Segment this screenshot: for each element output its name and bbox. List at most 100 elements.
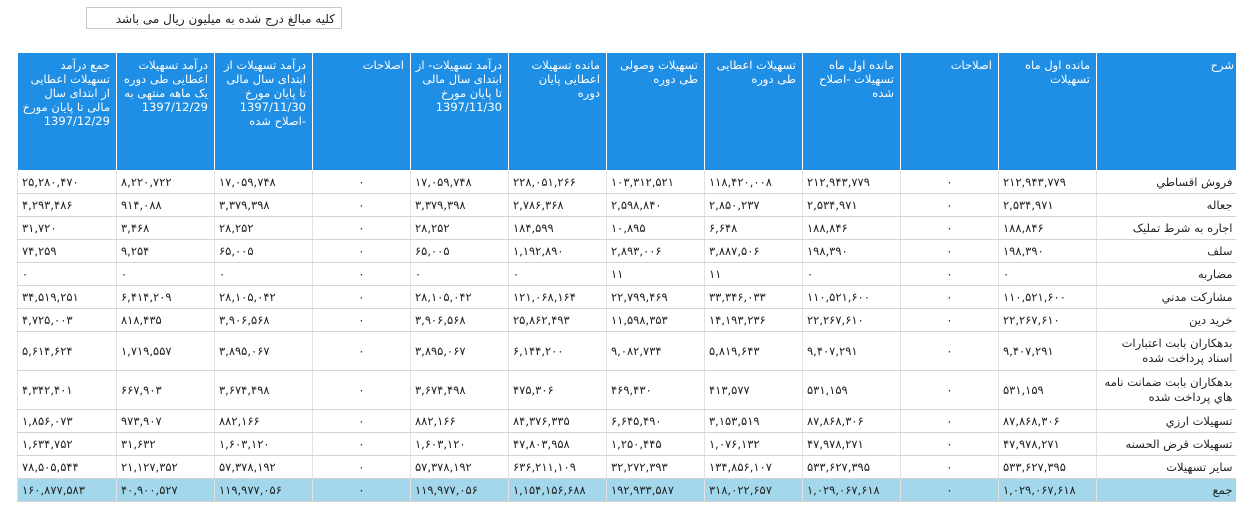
cell-description: خريد دين	[1096, 308, 1236, 332]
col-header-opening-balance: مانده اول ماه تسهیلات	[998, 52, 1097, 171]
cell-granted: ۲,۸۵۰,۲۳۷	[704, 193, 803, 217]
cell-adjusted-income-to-date: ۵۷,۳۷۸,۱۹۲	[214, 455, 313, 479]
cell-income-to-date: ۸۸۲,۱۶۶	[410, 409, 509, 433]
cell-adjusted-income-to-date: ۶۵,۰۰۵	[214, 239, 313, 263]
cell-income-to-date: ۱۱۹,۹۷۷,۰۵۶	[410, 478, 509, 502]
cell-granted: ۱۱	[704, 262, 803, 286]
table-row: تسهيلات قرض الحسنه ۴۷,۹۷۸,۲۷۱ ۰ ۴۷,۹۷۸,۲۷۱ ۱…	[17, 432, 1236, 456]
cell-opening-balance: ۵۳۱,۱۵۹	[998, 370, 1097, 410]
cell-adjustments: ۰	[900, 308, 999, 332]
cell-income-adjustments: ۰	[312, 478, 411, 502]
cell-total-income: ۱۶۰,۸۷۷,۵۸۳	[17, 478, 117, 502]
cell-income-to-date: ۲۸,۱۰۵,۰۴۲	[410, 285, 509, 309]
cell-description: تسهيلات قرض الحسنه	[1096, 432, 1236, 456]
cell-granted: ۶,۶۴۸	[704, 216, 803, 240]
cell-closing-balance: ۰	[508, 262, 607, 286]
cell-collected: ۱۰,۸۹۵	[606, 216, 705, 240]
cell-income-adjustments: ۰	[312, 331, 411, 371]
cell-adjustments: ۰	[900, 170, 999, 194]
cell-adjusted-opening-balance: ۴۷,۹۷۸,۲۷۱	[802, 432, 901, 456]
cell-closing-balance: ۱,۱۹۲,۸۹۰	[508, 239, 607, 263]
cell-opening-balance: ۲,۵۳۴,۹۷۱	[998, 193, 1097, 217]
cell-adjusted-income-to-date: ۱۱۹,۹۷۷,۰۵۶	[214, 478, 313, 502]
cell-income-adjustments: ۰	[312, 370, 411, 410]
cell-granted: ۵,۸۱۹,۶۴۳	[704, 331, 803, 371]
cell-opening-balance: ۵۳۳,۶۲۷,۳۹۵	[998, 455, 1097, 479]
cell-monthly-income: ۱,۷۱۹,۵۵۷	[116, 331, 215, 371]
cell-total-income: ۳۴,۵۱۹,۲۵۱	[17, 285, 117, 309]
table-row: بدهکاران بابت اعتبارات اسناد پرداخت شده ۹…	[17, 331, 1236, 371]
col-header-monthly-income: درآمد تسهیلات اعطایی طی دوره یک ماهه منت…	[116, 52, 215, 171]
col-header-description: شرح	[1096, 52, 1236, 171]
cell-monthly-income: ۹۱۴,۰۸۸	[116, 193, 215, 217]
cell-income-to-date: ۲۸,۲۵۲	[410, 216, 509, 240]
cell-monthly-income: ۳۱,۶۳۲	[116, 432, 215, 456]
cell-income-to-date: ۶۵,۰۰۵	[410, 239, 509, 263]
cell-collected: ۲۲,۷۹۹,۴۶۹	[606, 285, 705, 309]
cell-closing-balance: ۲۲۸,۰۵۱,۲۶۶	[508, 170, 607, 194]
cell-adjustments: ۰	[900, 455, 999, 479]
cell-opening-balance: ۲۲,۲۶۷,۶۱۰	[998, 308, 1097, 332]
cell-granted: ۳۳,۳۴۶,۰۳۳	[704, 285, 803, 309]
table-row: اجاره به شرط تمليک ۱۸۸,۸۴۶ ۰ ۱۸۸,۸۴۶ ۶,۶۴۸ ۱۰…	[17, 216, 1236, 240]
cell-closing-balance: ۲۵,۸۶۲,۴۹۳	[508, 308, 607, 332]
cell-adjusted-opening-balance: ۹,۴۰۷,۲۹۱	[802, 331, 901, 371]
cell-total-income: ۷۸,۵۰۵,۵۴۴	[17, 455, 117, 479]
cell-adjusted-opening-balance: ۱,۰۲۹,۰۶۷,۶۱۸	[802, 478, 901, 502]
cell-description: سلف	[1096, 239, 1236, 263]
cell-adjusted-income-to-date: ۲۸,۲۵۲	[214, 216, 313, 240]
cell-closing-balance: ۱۸۴,۵۹۹	[508, 216, 607, 240]
facilities-table: شرح مانده اول ماه تسهیلات اصلاحات مانده …	[17, 52, 1236, 502]
cell-adjusted-opening-balance: ۸۷,۸۶۸,۳۰۶	[802, 409, 901, 433]
cell-adjustments: ۰	[900, 239, 999, 263]
cell-adjusted-income-to-date: ۰	[214, 262, 313, 286]
cell-opening-balance: ۲۱۲,۹۴۳,۷۷۹	[998, 170, 1097, 194]
cell-adjusted-opening-balance: ۲۲,۲۶۷,۶۱۰	[802, 308, 901, 332]
cell-total-income: ۴,۷۲۵,۰۰۳	[17, 308, 117, 332]
cell-total-income: ۱,۸۵۶,۰۷۳	[17, 409, 117, 433]
cell-opening-balance: ۱۹۸,۳۹۰	[998, 239, 1097, 263]
cell-adjusted-opening-balance: ۱۸۸,۸۴۶	[802, 216, 901, 240]
table-row: خريد دين ۲۲,۲۶۷,۶۱۰ ۰ ۲۲,۲۶۷,۶۱۰ ۱۴,۱۹۳,۲۳۶ ۱…	[17, 308, 1236, 332]
cell-granted: ۳,۱۵۳,۵۱۹	[704, 409, 803, 433]
units-note: کلیه مبالغ درج شده به میلیون ریال می باش…	[86, 7, 342, 29]
cell-adjusted-income-to-date: ۳,۳۷۹,۳۹۸	[214, 193, 313, 217]
total-row: جمع ۱,۰۲۹,۰۶۷,۶۱۸ ۰ ۱,۰۲۹,۰۶۷,۶۱۸ ۳۱۸,۰۲۲,۶۵…	[17, 478, 1236, 502]
cell-adjustments: ۰	[900, 285, 999, 309]
cell-closing-balance: ۴۷,۸۰۳,۹۵۸	[508, 432, 607, 456]
cell-adjustments: ۰	[900, 370, 999, 410]
cell-description: مضاربه	[1096, 262, 1236, 286]
cell-income-adjustments: ۰	[312, 432, 411, 456]
col-header-collected-facilities: تسهیلات وصولی طی دوره	[606, 52, 705, 171]
cell-granted: ۱۱۸,۴۲۰,۰۰۸	[704, 170, 803, 194]
cell-income-adjustments: ۰	[312, 193, 411, 217]
cell-closing-balance: ۶۳۶,۲۱۱,۱۰۹	[508, 455, 607, 479]
table-row: مشارکت مدني ۱۱۰,۵۲۱,۶۰۰ ۰ ۱۱۰,۵۲۱,۶۰۰ ۳۳,۳۴۶…	[17, 285, 1236, 309]
cell-opening-balance: ۰	[998, 262, 1097, 286]
cell-income-to-date: ۳,۹۰۶,۵۶۸	[410, 308, 509, 332]
cell-opening-balance: ۱۸۸,۸۴۶	[998, 216, 1097, 240]
col-header-total-income: جمع درآمد تسهیلات اعطایی از ابتدای سال م…	[17, 52, 117, 171]
cell-adjustments: ۰	[900, 331, 999, 371]
cell-description: فروش اقساطي	[1096, 170, 1236, 194]
cell-granted: ۱۴,۱۹۳,۲۳۶	[704, 308, 803, 332]
cell-collected: ۱۹۲,۹۳۳,۵۸۷	[606, 478, 705, 502]
table-row: بدهکاران بابت ضمانت نامه هاي پرداخت شده ۵…	[17, 370, 1236, 410]
header-row: شرح مانده اول ماه تسهیلات اصلاحات مانده …	[17, 52, 1236, 171]
cell-adjusted-income-to-date: ۱۷,۰۵۹,۷۴۸	[214, 170, 313, 194]
cell-income-to-date: ۳,۸۹۵,۰۶۷	[410, 331, 509, 371]
table-row: ساير تسهيلات ۵۳۳,۶۲۷,۳۹۵ ۰ ۵۳۳,۶۲۷,۳۹۵ ۱۳۴,۸…	[17, 455, 1236, 479]
cell-adjustments: ۰	[900, 478, 999, 502]
col-header-granted-facilities: تسهیلات اعطایی طی دوره	[704, 52, 803, 171]
cell-monthly-income: ۲۱,۱۲۷,۳۵۲	[116, 455, 215, 479]
cell-closing-balance: ۱,۱۵۴,۱۵۶,۶۸۸	[508, 478, 607, 502]
cell-monthly-income: ۳,۴۶۸	[116, 216, 215, 240]
cell-income-to-date: ۱,۶۰۳,۱۲۰	[410, 432, 509, 456]
col-header-closing-balance: مانده تسهیلات اعطایی پایان دوره	[508, 52, 607, 171]
cell-adjustments: ۰	[900, 432, 999, 456]
cell-adjusted-opening-balance: ۱۹۸,۳۹۰	[802, 239, 901, 263]
cell-income-to-date: ۵۷,۳۷۸,۱۹۲	[410, 455, 509, 479]
cell-total-income: ۴,۳۴۲,۴۰۱	[17, 370, 117, 410]
cell-granted: ۳,۸۸۷,۵۰۶	[704, 239, 803, 263]
cell-collected: ۴۶۹,۴۳۰	[606, 370, 705, 410]
